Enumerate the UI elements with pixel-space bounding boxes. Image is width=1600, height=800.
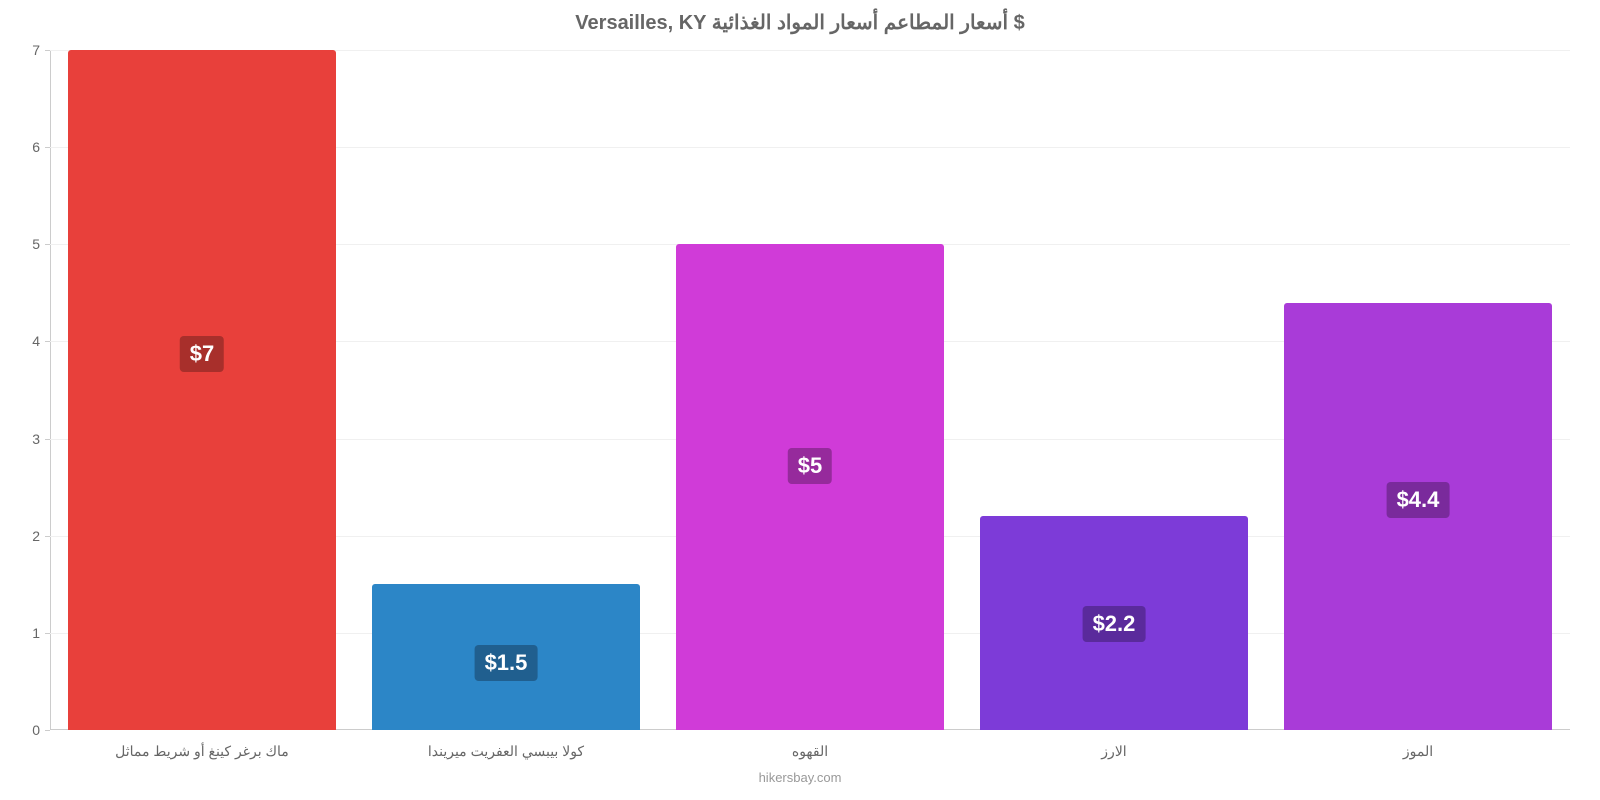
- x-category-label: الارز: [962, 735, 1266, 760]
- x-category-label: كولا بيبسي العفريت ميريندا: [354, 735, 658, 760]
- bars-container: $7 $1.5 $5 $2.2 $4.4: [50, 50, 1570, 730]
- bar-slot: $5: [658, 50, 962, 730]
- y-tick-mark: [45, 730, 50, 731]
- y-tick-label: 0: [32, 722, 40, 738]
- bar-slot: $7: [50, 50, 354, 730]
- bar-value-label: $2.2: [1083, 606, 1146, 642]
- bar-slot: $4.4: [1266, 50, 1570, 730]
- x-category-label: القهوه: [658, 735, 962, 760]
- bar-value-label: $1.5: [475, 645, 538, 681]
- bar-value-label: $7: [180, 336, 224, 372]
- bar: $7: [68, 50, 336, 730]
- bar: $1.5: [372, 584, 640, 730]
- bar: $4.4: [1284, 303, 1552, 730]
- plot-area: 01234567 $7$1.5$5$2.2$4.4: [50, 50, 1570, 730]
- bar-value-label: $5: [788, 448, 832, 484]
- y-tick-label: 6: [32, 139, 40, 155]
- y-tick-label: 1: [32, 625, 40, 641]
- source-label: hikersbay.com: [0, 770, 1600, 785]
- y-tick-label: 3: [32, 431, 40, 447]
- y-tick-label: 2: [32, 528, 40, 544]
- x-category-label: الموز: [1266, 735, 1570, 760]
- y-tick-label: 7: [32, 42, 40, 58]
- y-tick-label: 5: [32, 236, 40, 252]
- bar-slot: $2.2: [962, 50, 1266, 730]
- y-tick-label: 4: [32, 333, 40, 349]
- bar: $2.2: [980, 516, 1248, 730]
- x-category-label: ماك برغر كينغ أو شريط مماثل: [50, 735, 354, 760]
- bar-slot: $1.5: [354, 50, 658, 730]
- bar: $5: [676, 244, 944, 730]
- x-labels: ماك برغر كينغ أو شريط مماثلكولا بيبسي ال…: [50, 735, 1570, 760]
- price-chart: Versailles, KY أسعار المطاعم أسعار الموا…: [0, 0, 1600, 800]
- chart-title: Versailles, KY أسعار المطاعم أسعار الموا…: [0, 0, 1600, 35]
- bar-value-label: $4.4: [1387, 482, 1450, 518]
